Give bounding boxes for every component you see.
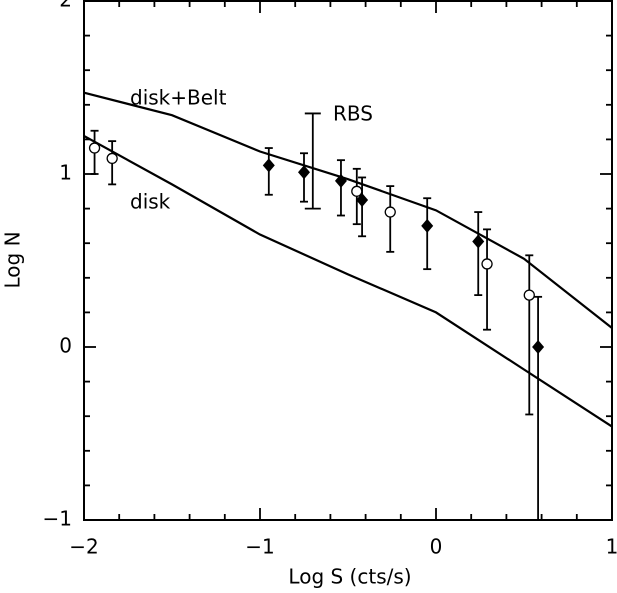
point bbox=[106, 152, 118, 165]
point bbox=[262, 158, 275, 173]
point bbox=[481, 258, 493, 270]
annotation: disk+Belt bbox=[130, 86, 227, 110]
point bbox=[472, 234, 485, 249]
plot-frame bbox=[83, 0, 613, 521]
annotation: disk bbox=[130, 190, 171, 214]
model-curve bbox=[83, 91, 613, 329]
x-tick-label: 1 bbox=[606, 535, 617, 559]
point bbox=[298, 165, 310, 180]
point bbox=[421, 218, 434, 233]
point bbox=[334, 173, 347, 188]
y-tick-label: 2 bbox=[59, 0, 72, 12]
x-tick-label: 0 bbox=[430, 535, 443, 559]
x-axis-title: Log S (cts/s) bbox=[288, 565, 411, 589]
y-tick-label: 1 bbox=[59, 161, 72, 185]
y-tick-label: −1 bbox=[43, 507, 72, 531]
point bbox=[532, 340, 545, 354]
x-tick-label: −2 bbox=[69, 535, 98, 559]
point bbox=[88, 142, 101, 154]
x-tick-label: −1 bbox=[245, 535, 274, 559]
annotation: RBS bbox=[333, 102, 373, 126]
model-curve bbox=[83, 134, 613, 428]
point bbox=[351, 185, 363, 197]
y-axis-title: Log N bbox=[1, 231, 25, 288]
point bbox=[384, 206, 396, 218]
point bbox=[523, 289, 535, 301]
y-tick-label: 0 bbox=[59, 334, 72, 358]
